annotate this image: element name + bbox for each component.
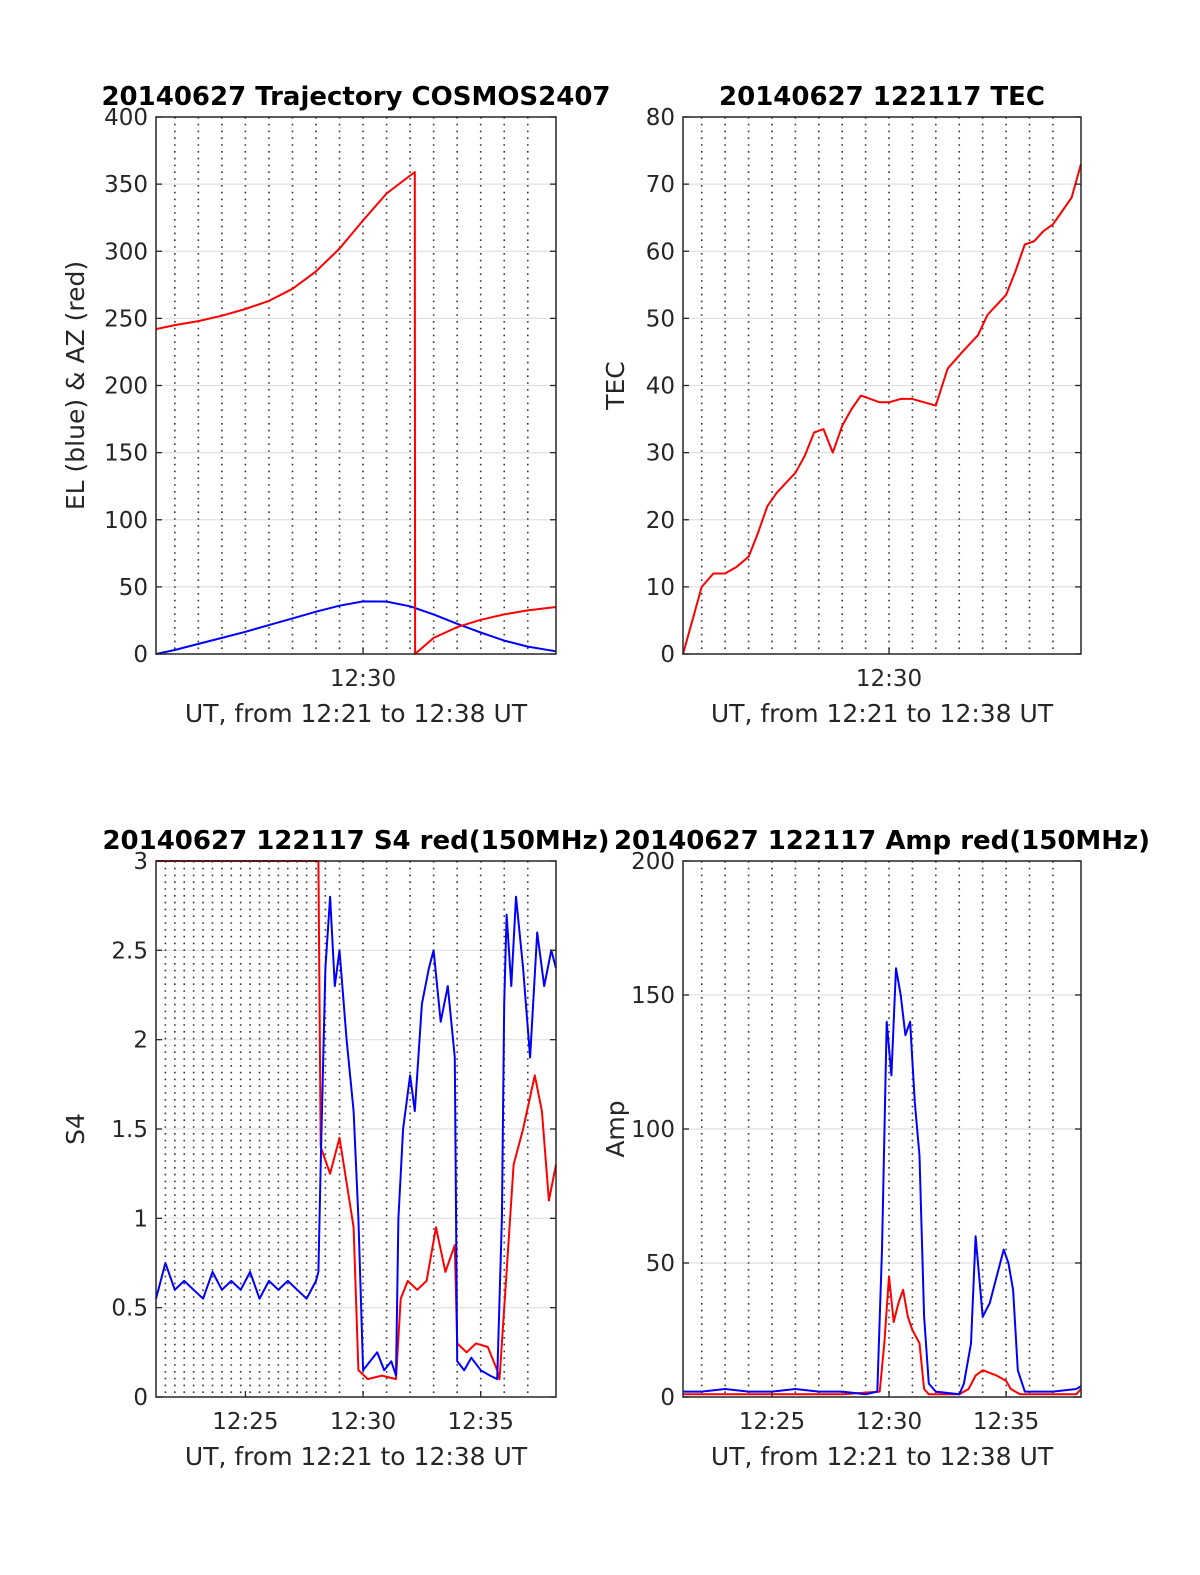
s4-xtick-label: 12:25 [212, 1409, 278, 1435]
s4-xtick-label: 12:30 [330, 1409, 396, 1435]
s4-series-0-line [156, 860, 557, 1381]
trajectory-xtick-label: 12:30 [330, 666, 396, 692]
trajectory-ytick-label: 150 [104, 441, 148, 467]
panel-tec-xlabel: UT, from 12:21 to 12:38 UT [711, 699, 1054, 728]
s4-ytick-label: 3 [133, 849, 148, 875]
s4-ytick-label: 1 [133, 1206, 148, 1232]
tec-ytick-label: 20 [646, 508, 675, 534]
panel-s4-xlabel: UT, from 12:21 to 12:38 UT [185, 1442, 528, 1471]
amp-xtick-label: 12:30 [856, 1409, 922, 1435]
amp-series-0-line [683, 1275, 1082, 1396]
panel-trajectory: UT, from 12:21 to 12:38 UT EL (blue) & A… [61, 82, 611, 728]
amp-ytick-label: 150 [631, 983, 675, 1009]
panel-tec: UT, from 12:21 to 12:38 UT TEC 0 10 20 30 40… [601, 82, 1082, 728]
panel-amp-xlabel: UT, from 12:21 to 12:38 UT [711, 1442, 1054, 1471]
s4-ytick-label: 2.5 [111, 938, 148, 964]
trajectory-ytick-label: 300 [104, 239, 148, 265]
panel-trajectory-ylabel: EL (blue) & AZ (red) [61, 261, 90, 510]
tec-ytick-label: 60 [646, 239, 675, 265]
panel-s4-ylabel: S4 [61, 1113, 90, 1145]
tec-ytick-label: 40 [646, 374, 675, 400]
trajectory-ytick-label: 350 [104, 172, 148, 198]
trajectory-ytick-label: 400 [104, 105, 148, 131]
tec-ytick-label: 70 [646, 172, 675, 198]
panel-amp-ylabel: Amp [601, 1100, 630, 1157]
trajectory-ytick-label: 200 [104, 374, 148, 400]
s4-ytick-label: 0 [133, 1385, 148, 1411]
trajectory-series-0-line [155, 600, 557, 655]
tec-ytick-label: 30 [646, 441, 675, 467]
amp-ytick-label: 100 [631, 1117, 675, 1143]
s4-ytick-label: 2 [133, 1028, 148, 1054]
panel-s4-title: 20140627 122117 S4 red(150MHz) [102, 826, 609, 856]
tec-ytick-label: 50 [646, 306, 675, 332]
panel-amp-title: 20140627 122117 Amp red(150MHz) [614, 826, 1150, 856]
s4-series-1-line [155, 895, 557, 1381]
trajectory-series-1-line [155, 171, 557, 655]
tec-series-0-line [682, 163, 1082, 655]
trajectory-ytick-label: 0 [133, 642, 148, 668]
amp-ytick-label: 50 [646, 1251, 675, 1277]
panel-amp: UT, from 12:21 to 12:38 UT Amp 0 50 100 150… [601, 826, 1150, 1471]
panel-tec-ylabel: TEC [601, 361, 630, 411]
panel-s4: UT, from 12:21 to 12:38 UT S4 0 0.5 1 1.5 2 2… [61, 826, 610, 1471]
trajectory-ytick-label: 100 [104, 508, 148, 534]
tec-ytick-label: 80 [646, 105, 675, 131]
tec-ytick-label: 10 [646, 575, 675, 601]
panel-trajectory-title: 20140627 Trajectory COSMOS2407 [101, 82, 610, 112]
panel-tec-title: 20140627 122117 TEC [719, 82, 1045, 112]
amp-ytick-label: 0 [660, 1385, 675, 1411]
s4-ytick-label: 1.5 [111, 1117, 148, 1143]
trajectory-ytick-label: 50 [119, 575, 148, 601]
amp-xtick-label: 12:25 [739, 1409, 805, 1435]
amp-xtick-label: 12:35 [973, 1409, 1039, 1435]
amp-ytick-label: 200 [631, 849, 675, 875]
s4-xtick-label: 12:35 [448, 1409, 514, 1435]
trajectory-ytick-label: 250 [104, 306, 148, 332]
s4-ytick-label: 0.5 [111, 1296, 148, 1322]
tec-xtick-label: 12:30 [856, 666, 922, 692]
panel-trajectory-xlabel: UT, from 12:21 to 12:38 UT [185, 699, 528, 728]
amp-series-1-line [683, 967, 1082, 1396]
tec-ytick-label: 0 [660, 642, 675, 668]
